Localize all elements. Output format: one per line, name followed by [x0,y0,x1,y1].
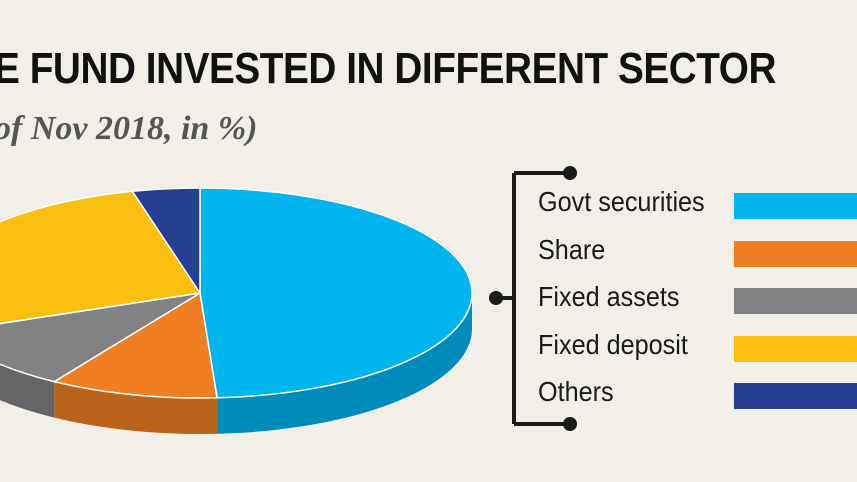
chart-subtitle: of Nov 2018, in %) [0,110,258,147]
pie-slice-side-1 [54,381,218,435]
legend-label-1: Share [538,234,606,265]
legend-swatch-0 [734,193,857,219]
legend-label-0: Govt securities [538,186,705,217]
legend-label-4: Others [538,376,614,407]
legend-swatch-2 [734,288,857,314]
chart-title: E FUND INVESTED IN DIFFERENT SECTOR [0,44,777,93]
pie-slice-side-2 [0,364,55,418]
legend-swatch-1 [734,241,857,267]
legend-swatch-4 [734,383,857,409]
pie-slice-0 [199,187,473,399]
legend-label-2: Fixed assets [538,281,680,312]
pie-slice-4 [131,187,201,294]
legend-swatch-3 [734,336,857,362]
pie-slice-3 [0,190,201,325]
pie-slice-2 [0,292,201,383]
pie-slice-1 [53,292,218,399]
pie-slice-side-0 [217,293,472,434]
legend-label-3: Fixed deposit [538,329,688,360]
